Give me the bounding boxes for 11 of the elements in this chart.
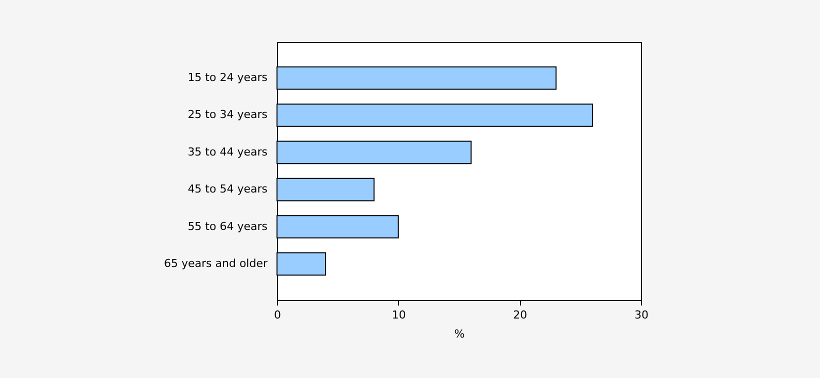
- y-tick-label: 55 to 64 years: [188, 220, 268, 233]
- x-tick-label: 0: [274, 308, 281, 322]
- y-tick-label: 15 to 24 years: [188, 71, 268, 84]
- y-tick-label: 25 to 34 years: [188, 108, 268, 122]
- x-axis-title: %: [454, 328, 465, 340]
- x-tick-label: 10: [392, 308, 406, 322]
- x-tick-label: 20: [513, 308, 528, 322]
- x-tick-label: 30: [634, 308, 648, 322]
- y-tick-label: 65 years and older: [164, 256, 268, 270]
- y-tick-label: 35 to 44 years: [188, 145, 268, 158]
- y-tick-label: 45 to 54 years: [188, 182, 268, 196]
